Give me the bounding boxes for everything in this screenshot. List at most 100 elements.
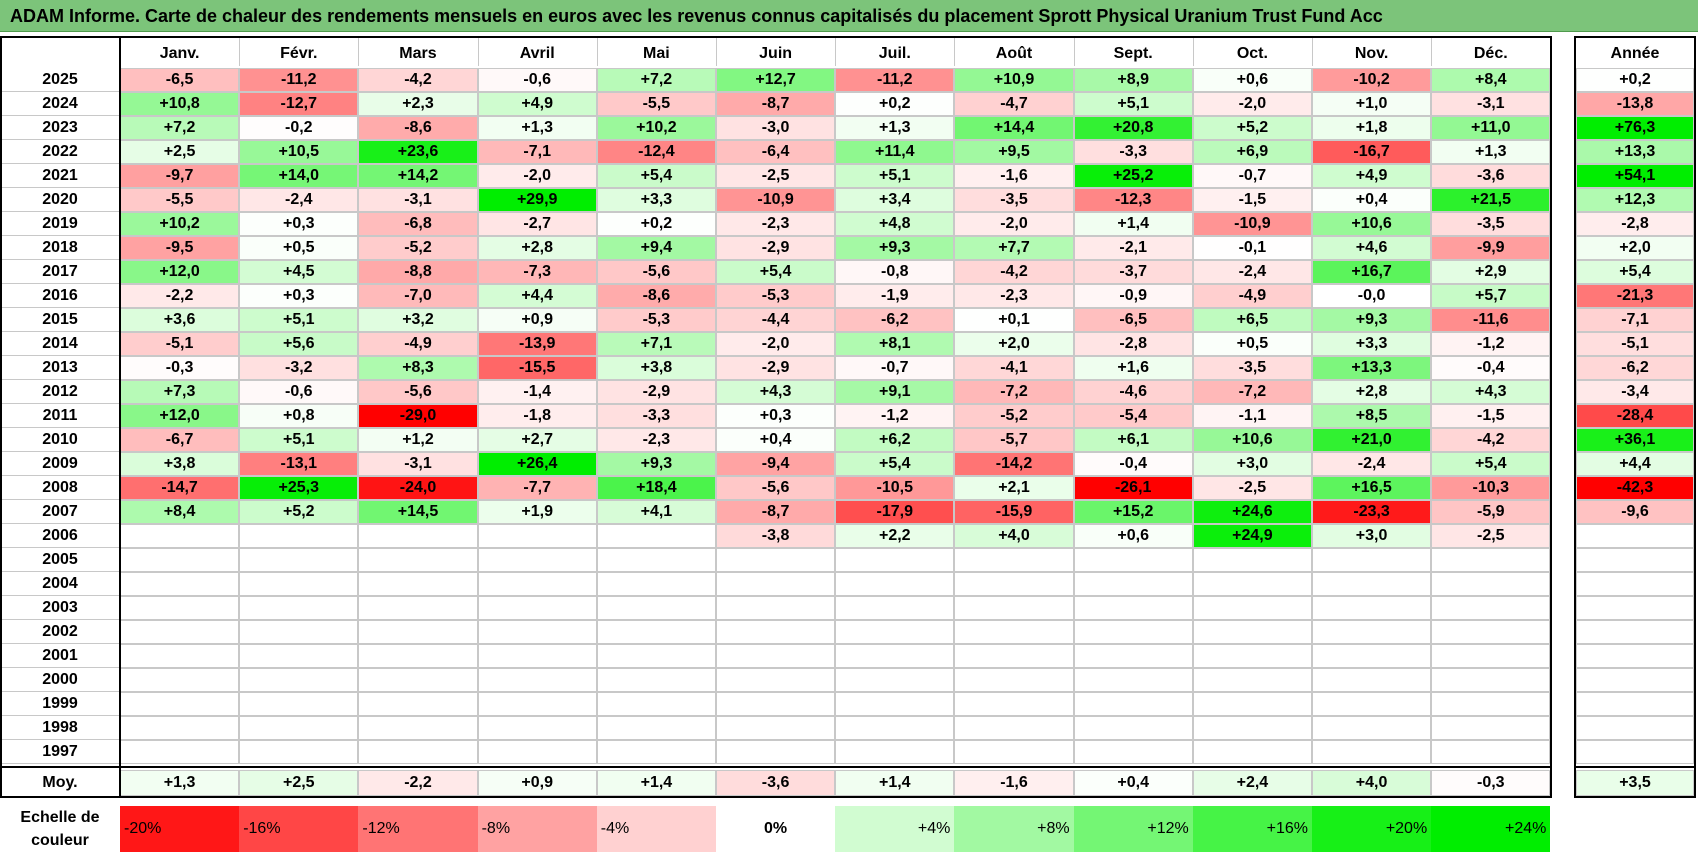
heatmap-cell: -10,5: [835, 476, 955, 500]
heatmap-cell: +3,0: [1312, 524, 1432, 548]
heatmap-cell: -5,6: [716, 476, 836, 500]
heatmap-cell: -9,4: [716, 452, 836, 476]
heatmap-cell: -2,4: [1312, 452, 1432, 476]
heatmap-cell: [1192, 620, 1312, 644]
year-label: 2004: [0, 572, 120, 596]
heatmap-cell: -3,0: [716, 116, 836, 140]
color-scale-step: -8%: [477, 806, 597, 852]
heatmap-cell: +8,3: [358, 356, 478, 380]
heatmap-cell: [1073, 692, 1193, 716]
heatmap-cell: +8,5: [1312, 404, 1432, 428]
year-label: 1997: [0, 740, 120, 764]
heatmap-cell: [716, 668, 836, 692]
heatmap-cell: -3,5: [1431, 212, 1551, 236]
heatmap-cell: +4,9: [1312, 164, 1432, 188]
heatmap-cell: [596, 548, 716, 572]
heatmap-cell: [596, 740, 716, 764]
heatmap-cell: +4,3: [1431, 380, 1551, 404]
heatmap-cell: -12,7: [239, 92, 359, 116]
heatmap-cell: [596, 596, 716, 620]
year-total-header: Année: [1610, 45, 1660, 62]
annual-cell: +54,1: [1576, 164, 1694, 188]
heatmap-cell: [596, 668, 716, 692]
heatmap-cell: [596, 692, 716, 716]
heatmap-cell: -7,7: [477, 476, 597, 500]
heatmap-cell: +1,0: [1312, 92, 1432, 116]
annual-cell: [1576, 692, 1694, 716]
heatmap-cell: [835, 548, 955, 572]
heatmap-cell: [1312, 572, 1432, 596]
heatmap-cell: -0,0: [1312, 284, 1432, 308]
heatmap-cell: -5,7: [954, 428, 1074, 452]
annual-cell: [1576, 644, 1694, 668]
heatmap-cell: +10,2: [120, 212, 240, 236]
heatmap-cell: +16,7: [1312, 260, 1432, 284]
heatmap-cell: -2,9: [716, 236, 836, 260]
heatmap-cell: -8,8: [358, 260, 478, 284]
heatmap-cell: +7,2: [120, 116, 240, 140]
heatmap-cell: +5,1: [835, 164, 955, 188]
heatmap-cell: -3,1: [358, 188, 478, 212]
heatmap-cell: -6,5: [1073, 308, 1193, 332]
average-cell: +1,4: [835, 770, 955, 796]
heatmap-cell: [835, 620, 955, 644]
heatmap-cell: +0,4: [716, 428, 836, 452]
heatmap-cell: -1,5: [1431, 404, 1551, 428]
heatmap-cell: -6,2: [835, 308, 955, 332]
heatmap-cell: [1073, 716, 1193, 740]
heatmap-cell: -5,2: [358, 236, 478, 260]
heatmap-cell: +4,9: [477, 92, 597, 116]
heatmap-cell: +1,3: [835, 116, 955, 140]
average-cell: +1,4: [596, 770, 716, 796]
heatmap-cell: [1073, 596, 1193, 620]
heatmap-cell: +14,4: [954, 116, 1074, 140]
heatmap-cell: [596, 644, 716, 668]
heatmap-cell: [1431, 548, 1551, 572]
heatmap-cell: -5,9: [1431, 500, 1551, 524]
heatmap-cell: +1,3: [1431, 140, 1551, 164]
heatmap-cell: -0,9: [1073, 284, 1193, 308]
heatmap-cell: +1,8: [1312, 116, 1432, 140]
heatmap-cell: -3,3: [596, 404, 716, 428]
heatmap-cell: -14,7: [120, 476, 240, 500]
heatmap-cell: [1312, 644, 1432, 668]
heatmap-cell: +0,5: [239, 236, 359, 260]
year-label: 2000: [0, 668, 120, 692]
heatmap-cell: -29,0: [358, 404, 478, 428]
heatmap-cell: [1312, 740, 1432, 764]
average-annual-cell: +3,5: [1576, 770, 1694, 796]
heatmap-cell: [120, 524, 240, 548]
heatmap-cell: -3,5: [1192, 356, 1312, 380]
month-header: Déc.: [1473, 45, 1508, 62]
heatmap-cell: -26,1: [1073, 476, 1193, 500]
annual-cell: -2,8: [1576, 212, 1694, 236]
month-header: Oct.: [1236, 45, 1268, 62]
heatmap-cell: +13,3: [1312, 356, 1432, 380]
year-label: 2017: [0, 260, 120, 284]
year-label: 2019: [0, 212, 120, 236]
heatmap-cell: -7,2: [1192, 380, 1312, 404]
color-scale-step: +20%: [1312, 806, 1432, 852]
color-scale-step: +24%: [1431, 806, 1551, 852]
heatmap-cell: -9,7: [120, 164, 240, 188]
color-scale-step: 0%: [716, 806, 836, 852]
year-label: 2024: [0, 92, 120, 116]
year-label: 2013: [0, 356, 120, 380]
annual-cell: [1576, 668, 1694, 692]
heatmap-cell: +12,7: [716, 68, 836, 92]
heatmap-cell: -1,4: [477, 380, 597, 404]
average-cell: +0,4: [1073, 770, 1193, 796]
year-label: 2016: [0, 284, 120, 308]
heatmap-cell: -2,7: [477, 212, 597, 236]
heatmap-cell: -2,5: [716, 164, 836, 188]
heatmap-cell: [1431, 692, 1551, 716]
heatmap-cell: +0,3: [239, 284, 359, 308]
header-divider: [1312, 38, 1313, 66]
year-label: 2008: [0, 476, 120, 500]
month-header: Mars: [399, 45, 437, 62]
annual-cell: [1576, 524, 1694, 548]
heatmap-cell: +3,2: [358, 308, 478, 332]
annual-cell: [1576, 620, 1694, 644]
heatmap-cell: [1312, 716, 1432, 740]
heatmap-cell: [120, 740, 240, 764]
